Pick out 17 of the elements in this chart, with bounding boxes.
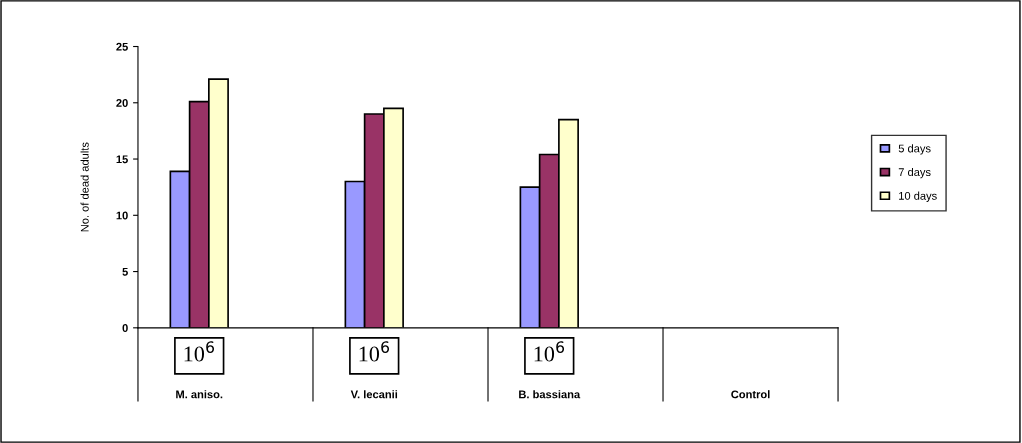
y-axis-title: No. of dead adults xyxy=(80,142,89,232)
x-tick-label: V. lecanii xyxy=(350,390,398,399)
y-tick-label: 25 xyxy=(116,42,128,51)
x-tick-label: M. aniso. xyxy=(176,390,223,399)
y-tick-label: 0 xyxy=(122,324,128,332)
legend-label: 5 days xyxy=(898,144,931,155)
x-tick-label: B. bassiana xyxy=(519,390,581,399)
legend-label: 10 days xyxy=(899,191,937,202)
y-tick-label: 15 xyxy=(116,155,128,164)
y-tick-label: 5 xyxy=(122,267,128,276)
y-tick-label: 10 xyxy=(116,211,128,220)
text: 10$^{6}$ xyxy=(359,341,390,362)
text: 10$^{6}$ xyxy=(184,341,215,362)
x-tick-label: Control xyxy=(731,390,770,399)
y-tick-label: 20 xyxy=(116,99,128,107)
legend-label: 7 days xyxy=(898,167,931,179)
text: 10$^{6}$ xyxy=(534,341,565,362)
